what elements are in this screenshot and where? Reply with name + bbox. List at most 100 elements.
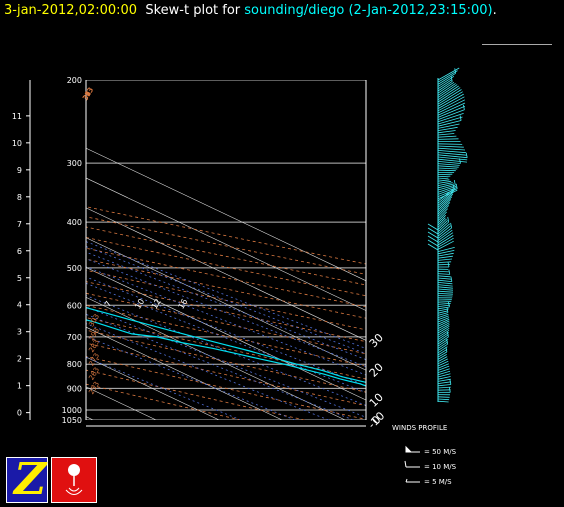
temperature-trace — [86, 306, 366, 383]
wind-barb — [437, 154, 468, 159]
wind-barb-feather — [448, 269, 451, 275]
wind-barb — [437, 89, 462, 105]
barb-sample-10 — [404, 460, 420, 468]
wind-barb — [427, 223, 439, 231]
height-tick-label: 8 — [17, 193, 22, 202]
wind-barb — [437, 191, 454, 206]
pressure-tick-label: 1050 — [62, 416, 82, 425]
wind-barb — [437, 386, 451, 389]
wind-barb — [437, 180, 452, 184]
wind-barb — [427, 227, 439, 235]
wind-barb-feather — [446, 307, 449, 313]
wind-barb — [437, 126, 458, 131]
wind-barb — [437, 152, 467, 156]
wind-barb — [437, 217, 446, 226]
isotherm — [86, 356, 220, 420]
wind-barb — [437, 138, 459, 140]
wind-barb — [437, 120, 462, 127]
wind-barb — [427, 231, 439, 239]
wind-barb — [437, 329, 450, 338]
wind-barb — [437, 96, 465, 112]
wind-barb — [437, 161, 461, 164]
wind-barb — [437, 165, 459, 168]
wind-barb — [437, 175, 451, 178]
mixing-ratio-line — [86, 295, 366, 406]
pressure-tick-label: 800 — [67, 360, 82, 369]
wind-barb-feather — [452, 184, 455, 190]
wind-barb — [437, 109, 465, 120]
wind-barb — [437, 221, 449, 233]
wind-barb — [437, 332, 450, 340]
wind-barb — [437, 255, 453, 259]
wind-barb — [437, 220, 448, 230]
wind-barb — [437, 284, 453, 287]
wind-barb — [437, 70, 458, 83]
wind-barb — [437, 360, 449, 367]
wind-barb — [437, 400, 449, 403]
wind-barb — [437, 202, 451, 215]
dry-adiabat — [86, 383, 241, 420]
isotherm — [86, 296, 346, 420]
wind-barb — [437, 91, 463, 107]
wind-barb — [437, 338, 449, 347]
wind-barb — [437, 327, 450, 336]
dry-adiabat — [86, 269, 366, 331]
wind-barb — [437, 182, 453, 186]
height-tick-label: 3 — [17, 328, 22, 337]
winds-legend-5: = 5 M/S — [424, 478, 452, 486]
mixing-ratio-line — [86, 246, 366, 355]
wind-barb-feather — [463, 104, 465, 110]
dry-adiabat — [86, 258, 366, 319]
wind-barb — [437, 87, 461, 103]
wind-barb — [437, 177, 449, 180]
mixing-ratio-line — [86, 276, 366, 387]
wind-barb — [437, 261, 452, 263]
wind-barb-feather — [459, 115, 462, 121]
wind-barb — [437, 187, 456, 202]
wind-barb — [437, 205, 450, 217]
z-glyph: Z — [14, 454, 47, 505]
wind-barb — [437, 189, 458, 200]
wind-barb — [437, 301, 452, 303]
isotherm — [86, 177, 366, 311]
wind-barb — [437, 116, 463, 125]
wind-barb — [437, 398, 450, 401]
wind-barb-feather — [450, 222, 452, 228]
title-date: 3-jan-2012,02:00:00 — [4, 3, 138, 18]
title-source: sounding/diego — [244, 3, 345, 18]
wind-barb — [437, 306, 450, 310]
isotherm — [86, 267, 366, 401]
wind-barb-feather — [453, 180, 456, 186]
wind-barb — [437, 227, 452, 239]
wind-barb — [437, 237, 454, 248]
radar-logo[interactable] — [51, 457, 97, 503]
barb-sample-50 — [405, 445, 420, 453]
isotherm — [86, 207, 366, 341]
wind-barb-feather — [450, 276, 453, 282]
wind-barb — [437, 147, 466, 151]
wind-barb — [437, 150, 467, 154]
wind-barb — [437, 130, 456, 134]
wind-barb — [437, 275, 451, 278]
title-valid: (2-Jan-2012,23:15:00) — [348, 3, 493, 18]
wind-barb — [437, 354, 447, 360]
height-tick-label: 5 — [17, 274, 22, 283]
wind-barb — [437, 373, 451, 378]
wind-barb — [437, 320, 450, 327]
wind-barb — [437, 240, 454, 250]
mixing-ratio-line — [86, 251, 366, 361]
temp-tick-label: 30 — [367, 331, 386, 350]
wind-barb-feather — [446, 339, 448, 345]
wind-barb — [437, 334, 449, 343]
pressure-tick-label: 600 — [67, 301, 82, 310]
wind-barb — [437, 85, 459, 101]
wind-barb — [437, 279, 452, 282]
wind-barb — [437, 370, 451, 376]
wind-barb-feather — [449, 379, 452, 385]
wind-barb — [437, 81, 455, 94]
wind-barb — [437, 312, 449, 316]
title-label: Skew-t plot for — [145, 3, 241, 18]
wind-barb-feather — [447, 331, 449, 337]
wind-barb — [437, 133, 455, 136]
z-logo[interactable]: Z — [6, 454, 48, 505]
